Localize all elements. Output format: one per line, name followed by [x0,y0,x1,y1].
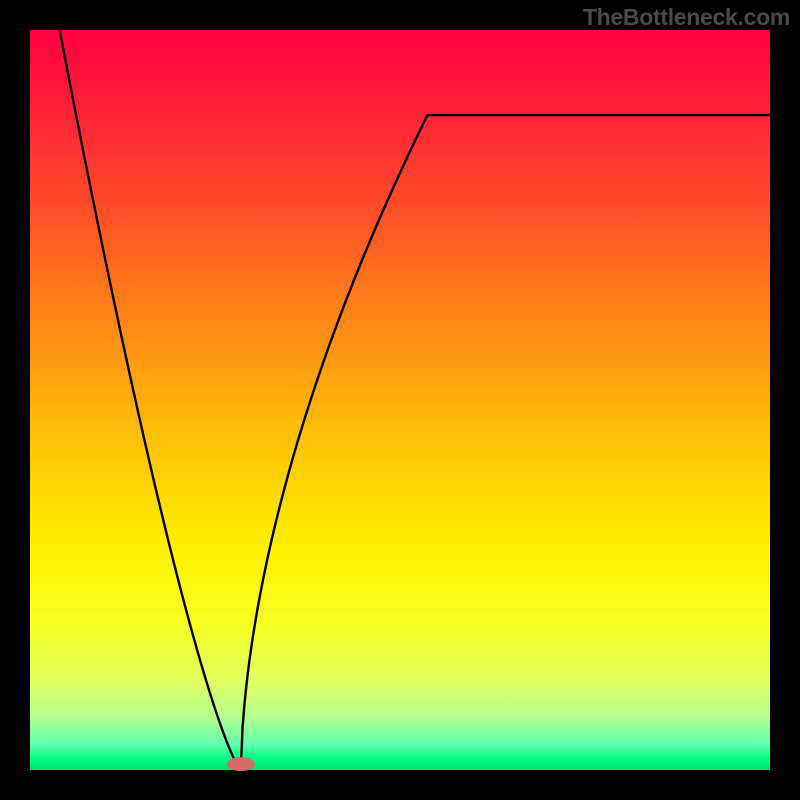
minimum-marker [227,757,255,771]
plot-gradient-background [30,30,770,770]
bottleneck-chart [0,0,800,800]
watermark-text: TheBottleneck.com [583,4,790,31]
chart-container: TheBottleneck.com [0,0,800,800]
